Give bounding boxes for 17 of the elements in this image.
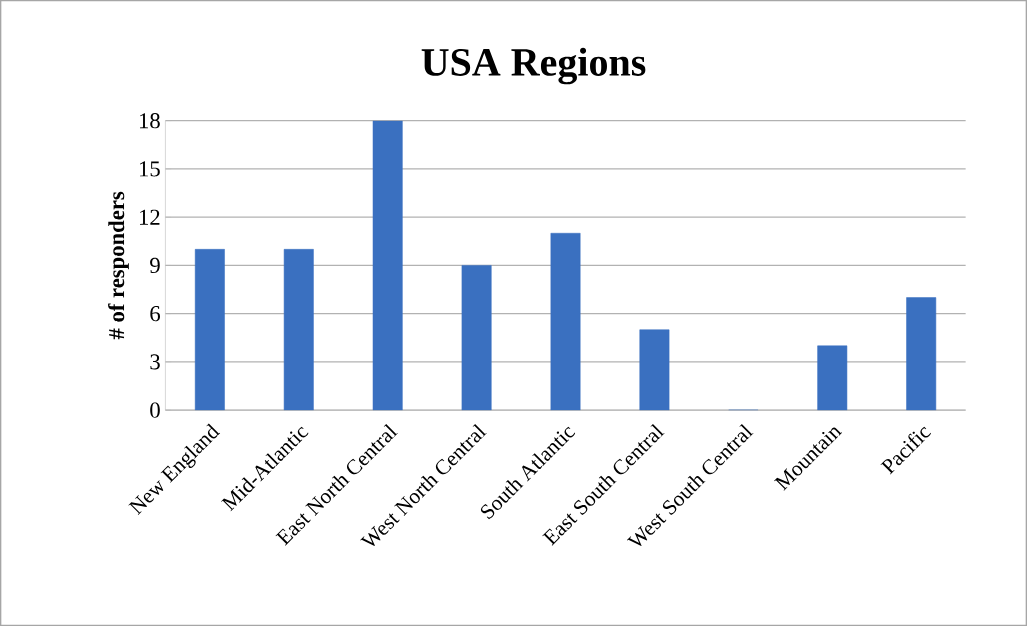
bar	[906, 297, 937, 411]
bar	[283, 248, 314, 411]
y-tick-label: 6	[150, 305, 161, 322]
y-tick-label: 0	[150, 402, 160, 418]
y-tick-label: 15	[139, 161, 160, 177]
y-axis-title: # of responders	[108, 191, 129, 340]
chart-title: USA Regions	[421, 47, 646, 85]
bar	[817, 345, 848, 411]
bar	[550, 232, 581, 411]
bar	[461, 265, 492, 411]
y-tick-label: 9	[150, 257, 160, 273]
y-tick-label: 12	[139, 209, 160, 225]
bar	[639, 329, 670, 411]
bar	[372, 120, 403, 411]
y-tick-label: 3	[150, 354, 160, 370]
y-tick-label: 18	[139, 112, 160, 129]
bar	[194, 248, 225, 411]
